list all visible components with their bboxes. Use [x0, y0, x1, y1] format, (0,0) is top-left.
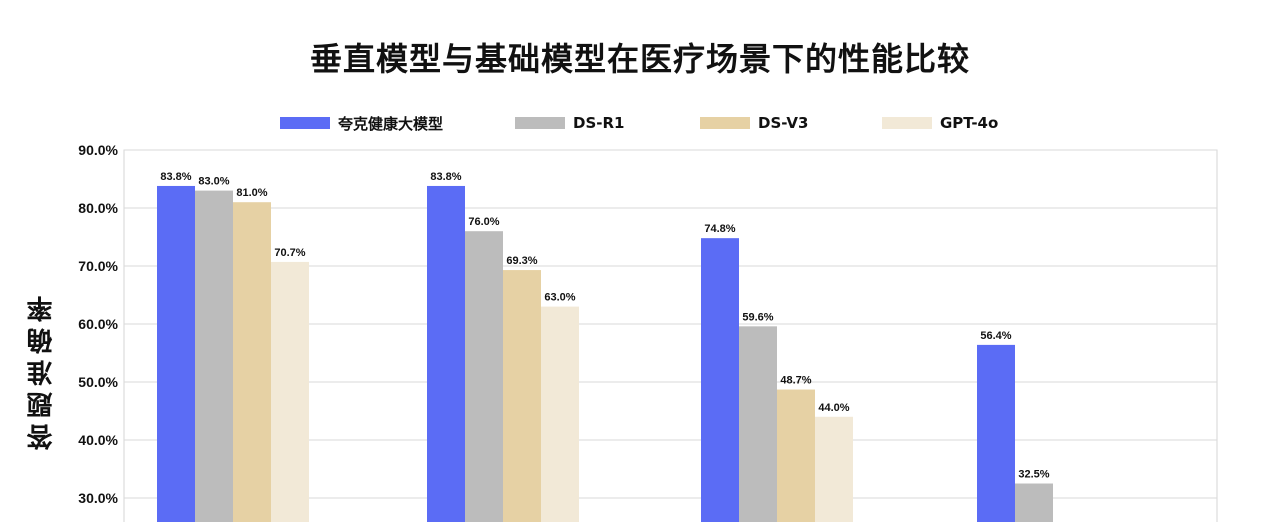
legend-swatch-gpt-4o	[882, 117, 932, 129]
data-label: 74.8%	[704, 223, 735, 235]
y-tick-label: 80.0%	[78, 200, 118, 216]
y-tick-label: 70.0%	[78, 258, 118, 274]
bar-ds-v3-group-3	[777, 389, 815, 522]
bar-ds-r1-group-4	[1015, 483, 1053, 522]
data-label: 83.8%	[160, 171, 191, 183]
data-label: 63.0%	[544, 292, 575, 304]
bar---group-4	[977, 344, 1015, 522]
data-label: 44.0%	[818, 402, 849, 414]
data-label: 32.5%	[1018, 469, 1049, 481]
bar-ds-r1-group-2	[465, 231, 503, 522]
y-tick-label: 30.0%	[78, 490, 118, 506]
legend-item-quark: 夸克健康大模型	[280, 113, 443, 133]
bar---group-2	[427, 185, 465, 522]
data-label: 70.7%	[274, 247, 305, 259]
y-tick-label: 40.0%	[78, 432, 118, 448]
data-label: 59.6%	[742, 311, 773, 323]
bar-ds-v3-group-2	[503, 270, 541, 522]
data-label: 83.0%	[198, 176, 229, 188]
legend-label-quark: 夸克健康大模型	[338, 114, 444, 133]
y-tick-label: 60.0%	[78, 316, 118, 332]
bar-gpt-4o-group-2	[541, 306, 579, 522]
legend-label-ds-v3: DS-V3	[758, 114, 809, 132]
y-tick-label: 90.0%	[78, 142, 118, 158]
bar-ds-v3-group-1	[233, 202, 271, 522]
chart-title: 垂直模型与基础模型在医疗场景下的性能比较	[309, 40, 970, 78]
legend-label-ds-r1: DS-R1	[573, 114, 625, 132]
legend-item-gpt-4o: GPT-4o	[882, 113, 998, 133]
legend-swatch-ds-v3	[700, 117, 750, 129]
bar---group-1	[157, 185, 195, 522]
legend-swatch-ds-r1	[515, 117, 565, 129]
data-label: 56.4%	[980, 330, 1011, 342]
bar-ds-r1-group-3	[739, 326, 777, 522]
data-label: 81.0%	[236, 187, 267, 199]
legend-item-ds-r1: DS-R1	[515, 113, 624, 133]
data-label: 69.3%	[506, 255, 537, 267]
data-label: 76.0%	[468, 216, 499, 228]
bar-gpt-4o-group-1	[271, 261, 309, 522]
legend-label-gpt-4o: GPT-4o	[940, 114, 999, 132]
bar-ds-r1-group-1	[195, 190, 233, 522]
data-label: 83.8%	[430, 171, 461, 183]
legend-swatch-quark	[280, 117, 330, 129]
bar-gpt-4o-group-3	[815, 416, 853, 522]
legend-item-ds-v3: DS-V3	[700, 113, 808, 133]
y-tick-label: 50.0%	[78, 374, 118, 390]
data-label: 48.7%	[780, 375, 811, 387]
legend: 夸克健康大模型 DS-R1 DS-V3 GPT-4o	[0, 113, 1280, 133]
bar---group-3	[701, 238, 739, 522]
